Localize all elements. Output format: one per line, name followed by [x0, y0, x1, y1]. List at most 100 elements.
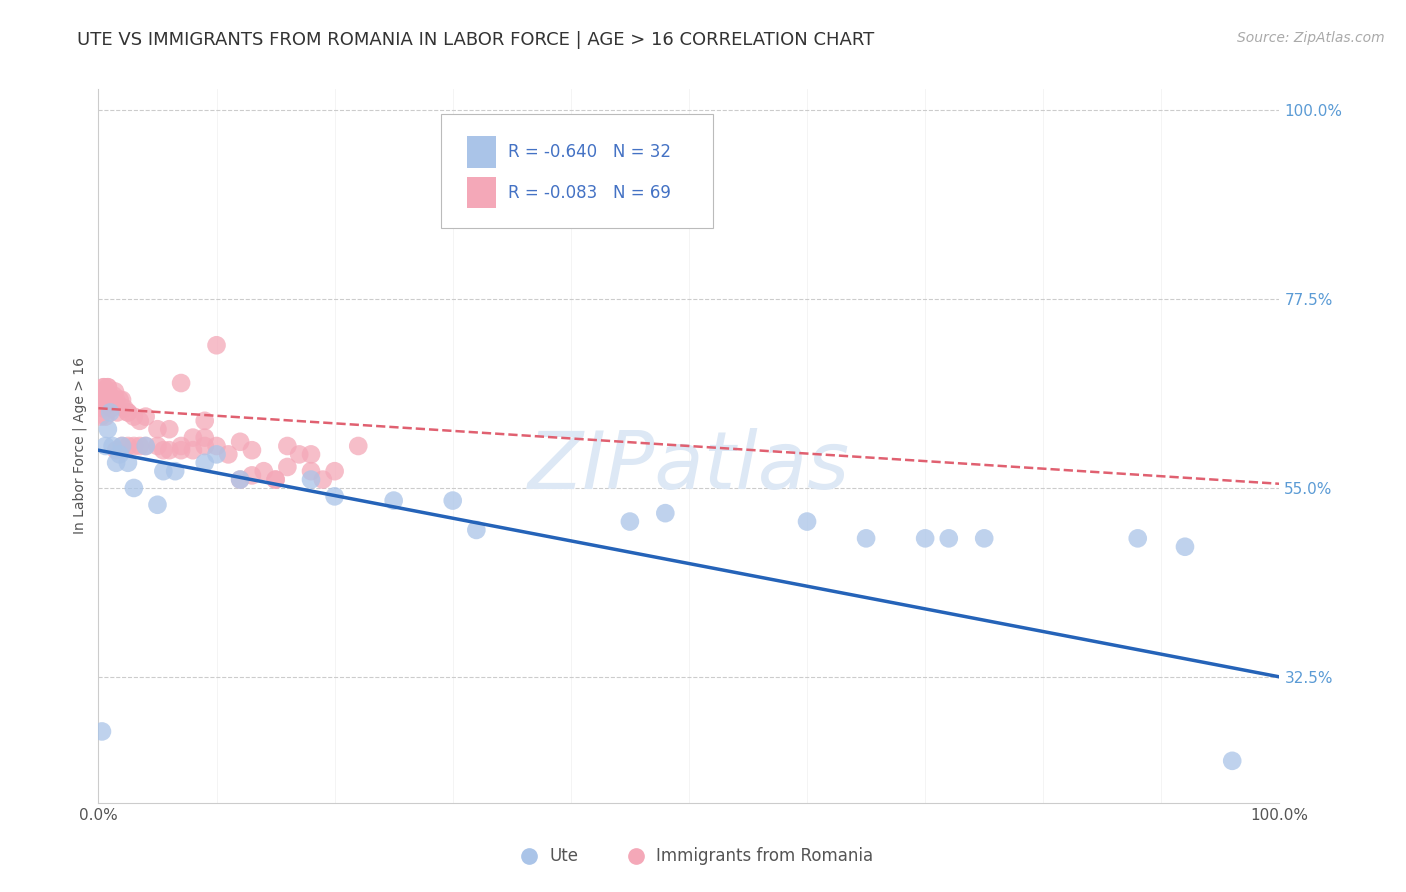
Point [229, 434, 252, 449]
Point [146, 439, 169, 453]
Text: Ute: Ute [550, 847, 579, 865]
Point [441, 493, 464, 508]
Point [312, 473, 335, 487]
Point [465, 523, 488, 537]
Point [299, 473, 322, 487]
Point [112, 401, 135, 416]
Point [103, 389, 125, 403]
Point [619, 515, 641, 529]
Point [205, 447, 228, 461]
Point [205, 338, 228, 352]
Point [111, 392, 134, 407]
Point [91, 384, 114, 399]
Point [264, 473, 287, 487]
Point [194, 431, 217, 445]
Point [240, 468, 263, 483]
Point [323, 489, 346, 503]
Point [135, 439, 157, 453]
Point [973, 532, 995, 546]
Point [91, 724, 114, 739]
Point [105, 456, 128, 470]
Point [135, 439, 157, 453]
FancyBboxPatch shape [441, 114, 713, 228]
Point [128, 439, 150, 453]
Point [96, 392, 118, 407]
Point [194, 456, 217, 470]
Point [170, 443, 193, 458]
Point [108, 447, 131, 461]
Point [1220, 754, 1243, 768]
Point [91, 401, 114, 416]
Point [105, 443, 128, 458]
Y-axis label: In Labor Force | Age > 16: In Labor Force | Age > 16 [73, 358, 87, 534]
Point [117, 405, 139, 419]
Point [122, 481, 145, 495]
Point [796, 515, 818, 529]
Point [117, 439, 139, 453]
Text: Source: ZipAtlas.com: Source: ZipAtlas.com [1237, 31, 1385, 45]
Point [128, 414, 150, 428]
Point [104, 384, 127, 399]
Point [94, 439, 117, 453]
Point [165, 464, 187, 478]
Point [157, 443, 180, 458]
Point [94, 389, 117, 403]
Point [276, 460, 298, 475]
Point [299, 447, 322, 461]
Point [98, 389, 121, 403]
Text: R = -0.083   N = 69: R = -0.083 N = 69 [508, 184, 671, 202]
Point [323, 464, 346, 478]
Point [97, 422, 120, 436]
Text: Immigrants from Romania: Immigrants from Romania [655, 847, 873, 865]
Point [98, 389, 121, 403]
Text: UTE VS IMMIGRANTS FROM ROMANIA IN LABOR FORCE | AGE > 16 CORRELATION CHART: UTE VS IMMIGRANTS FROM ROMANIA IN LABOR … [77, 31, 875, 49]
Point [181, 431, 204, 445]
Point [264, 473, 287, 487]
Point [938, 532, 960, 546]
Point [98, 405, 121, 419]
Point [101, 392, 124, 407]
Point [96, 384, 118, 399]
Point [229, 473, 252, 487]
Point [240, 443, 263, 458]
Point [91, 380, 114, 394]
Point [146, 498, 169, 512]
Text: ZIPatlas: ZIPatlas [527, 428, 851, 507]
Point [135, 409, 157, 424]
Point [98, 392, 121, 407]
Point [654, 506, 676, 520]
Point [152, 464, 174, 478]
Point [914, 532, 936, 546]
FancyBboxPatch shape [467, 136, 496, 168]
Point [93, 380, 115, 394]
Point [122, 409, 145, 424]
Point [276, 439, 298, 453]
Point [170, 376, 193, 390]
Point [299, 464, 322, 478]
Point [91, 392, 114, 407]
Point [105, 392, 128, 407]
Point [347, 439, 370, 453]
Point [194, 439, 217, 453]
Point [382, 493, 405, 508]
Point [108, 392, 131, 407]
Point [170, 439, 193, 453]
Point [117, 405, 139, 419]
Point [100, 401, 122, 416]
FancyBboxPatch shape [467, 177, 496, 209]
Point [100, 392, 122, 407]
Point [217, 447, 239, 461]
Point [1174, 540, 1197, 554]
Point [229, 473, 252, 487]
Text: R = -0.640   N = 32: R = -0.640 N = 32 [508, 143, 671, 161]
Point [90, 409, 112, 424]
Point [157, 422, 180, 436]
Point [1126, 532, 1149, 546]
Point [181, 443, 204, 458]
Point [111, 439, 134, 453]
Point [152, 443, 174, 458]
Point [288, 447, 311, 461]
Point [105, 405, 128, 419]
Point [117, 456, 139, 470]
Point [253, 464, 276, 478]
